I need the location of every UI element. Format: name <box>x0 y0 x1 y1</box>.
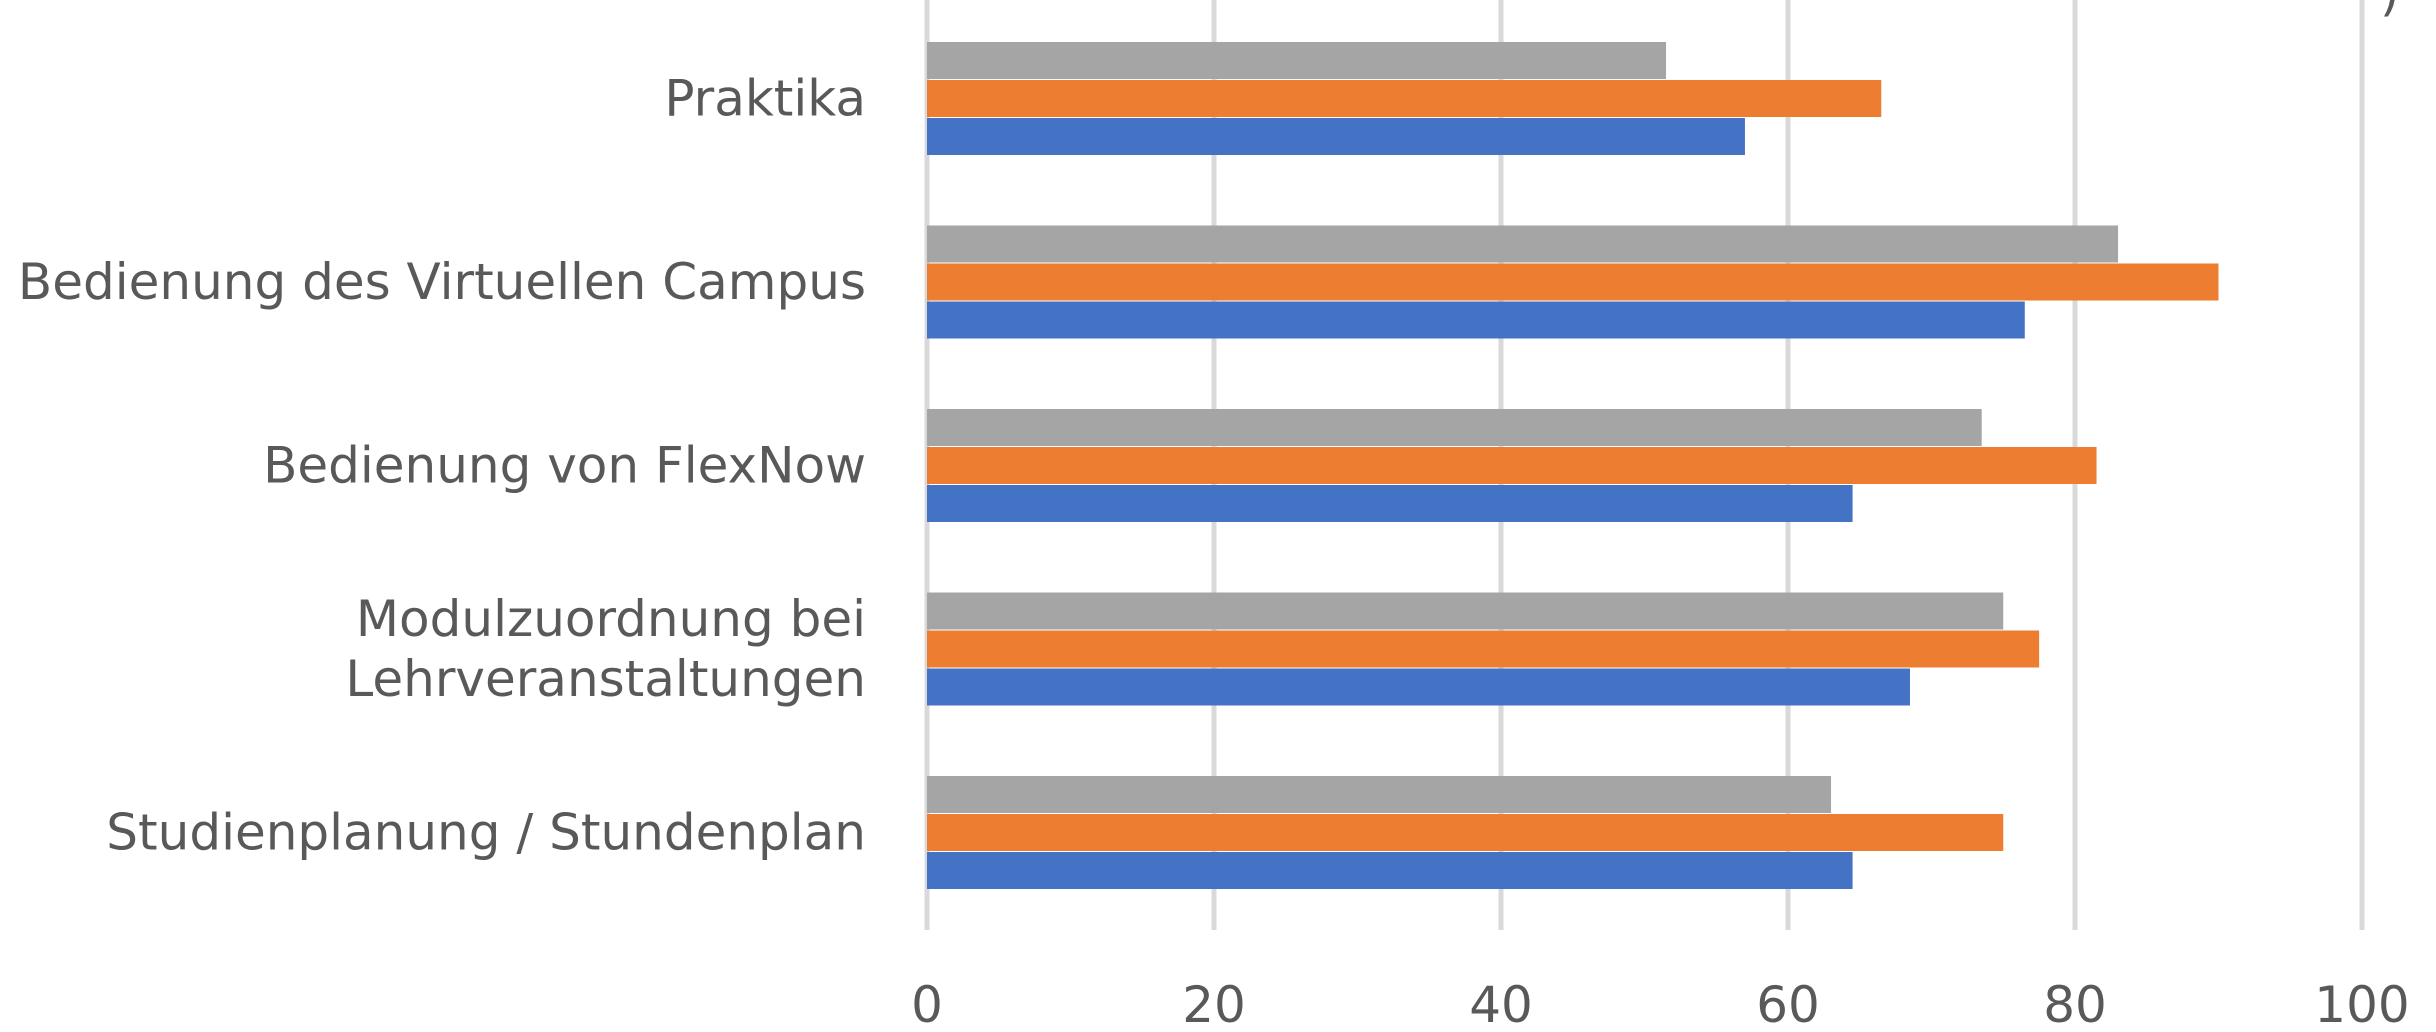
bar-cat4-series1 <box>927 814 2004 851</box>
x-tick-label-20: 20 <box>1182 976 1246 1032</box>
bar-cat4-series0 <box>927 776 1832 813</box>
x-tick-label-0: 0 <box>911 976 943 1032</box>
bar-cat3-series2 <box>927 668 1910 706</box>
bar-cat3-series0 <box>927 592 2004 630</box>
x-tick-label-60: 60 <box>1756 976 1820 1032</box>
category-label-0: Praktika <box>664 70 866 128</box>
category-label-4: Studienplanung / Stundenplan <box>106 804 866 862</box>
bar-cat3-series1 <box>927 630 2040 668</box>
bar-cat2-series0 <box>927 409 1982 446</box>
category-label-3: Modulzuordnung bei Lehrveranstaltungen <box>345 590 866 708</box>
x-tick-label-80: 80 <box>2043 976 2107 1032</box>
bar-cat2-series1 <box>927 447 2097 484</box>
x-tick-label-100: 100 <box>2314 976 2409 1032</box>
category-label-1: Bedienung des Virtuellen Campus <box>18 253 866 311</box>
bars <box>927 42 2219 889</box>
category-labels: Praktika Bedienung des Virtuellen Campus B… <box>18 70 866 862</box>
bar-cat0-series1 <box>927 80 1882 117</box>
bar-cat2-series2 <box>927 485 1853 522</box>
bar-cat1-series2 <box>927 301 2025 339</box>
bar-cat4-series2 <box>927 852 1853 889</box>
partial-legend-fragment: ) <box>2380 0 2400 22</box>
x-axis-tick-labels: 0 20 40 60 80 100 <box>911 976 2410 1032</box>
bar-cat0-series0 <box>927 42 1667 79</box>
bar-cat1-series1 <box>927 263 2219 301</box>
category-label-2: Bedienung von FlexNow <box>263 437 866 495</box>
bar-cat1-series0 <box>927 225 2119 263</box>
x-tick-label-40: 40 <box>1469 976 1533 1032</box>
bar-cat0-series2 <box>927 118 1745 155</box>
